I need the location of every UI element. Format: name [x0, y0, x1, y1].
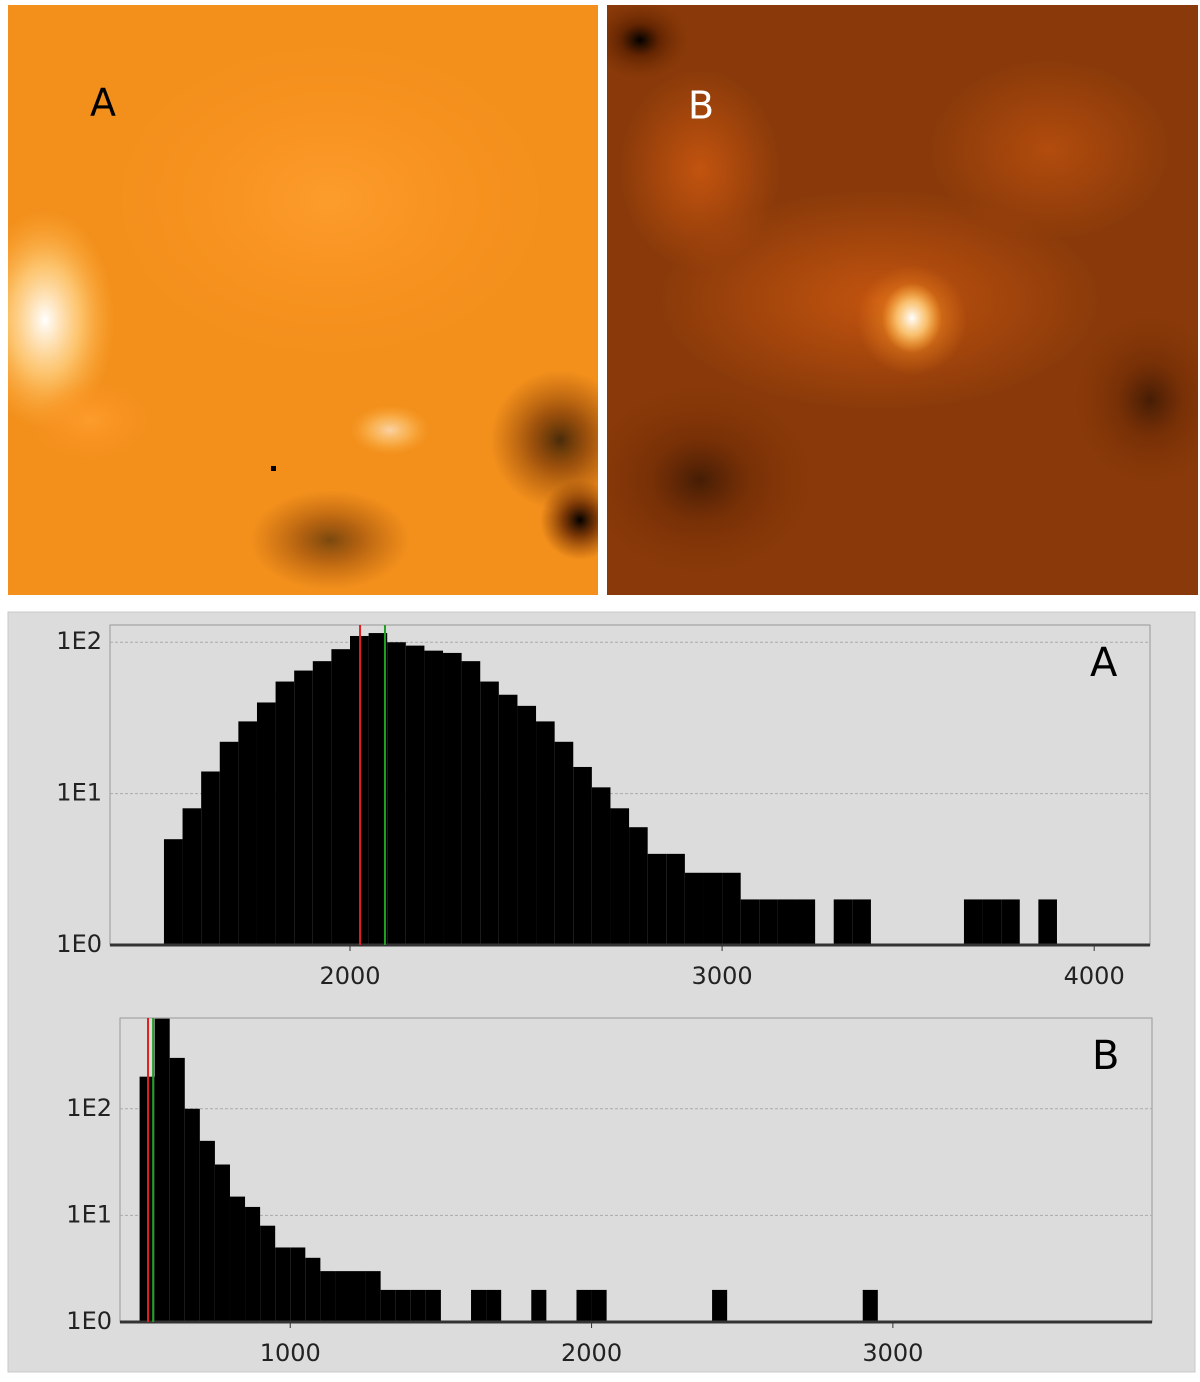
y-tick-label: 1E0: [66, 1307, 112, 1335]
bar: [796, 899, 816, 945]
bar: [480, 681, 499, 945]
bar: [256, 702, 276, 945]
x-tick-label: 2000: [319, 962, 380, 990]
bar: [1038, 899, 1057, 945]
bar: [380, 1289, 396, 1322]
x-tick-label: 3000: [692, 962, 753, 990]
bar: [335, 1271, 351, 1322]
bar: [852, 899, 871, 945]
bar: [163, 839, 183, 945]
bar: [154, 1018, 170, 1322]
bar: [424, 650, 444, 945]
bar: [536, 721, 555, 945]
image-label: A: [90, 81, 116, 125]
bar: [184, 1108, 200, 1322]
bar: [573, 766, 592, 945]
y-tick-label: 1E1: [56, 779, 102, 807]
bar: [305, 1257, 321, 1322]
bar: [350, 1271, 366, 1322]
bar: [722, 872, 741, 945]
bar: [576, 1289, 592, 1322]
bar: [182, 808, 202, 945]
bar: [229, 1196, 246, 1322]
y-tick-label: 1E2: [56, 627, 102, 655]
bar: [368, 633, 388, 945]
bar: [740, 899, 760, 945]
bar: [214, 1164, 230, 1322]
bar: [610, 808, 630, 945]
bar: [365, 1271, 381, 1322]
bar: [777, 899, 797, 945]
image-a: A: [8, 5, 598, 595]
bar: [169, 1057, 185, 1322]
image-label: B: [688, 84, 714, 128]
bar: [517, 705, 537, 945]
bar: [703, 872, 723, 945]
bar: [331, 649, 350, 945]
x-tick-label: 3000: [862, 1339, 923, 1367]
bar: [684, 872, 704, 945]
bar: [201, 771, 220, 945]
bar: [712, 1289, 728, 1322]
bar: [387, 642, 406, 945]
y-tick-label: 1E1: [66, 1200, 112, 1228]
bar: [245, 1206, 261, 1322]
bar: [531, 1289, 547, 1322]
bar: [759, 899, 778, 945]
bar: [461, 661, 481, 945]
bar: [629, 827, 648, 945]
bar: [290, 1247, 306, 1322]
bar: [647, 853, 667, 945]
bar: [238, 721, 257, 945]
bar: [833, 899, 853, 945]
bar: [982, 899, 1002, 945]
x-tick-label: 2000: [561, 1339, 622, 1367]
bar: [443, 652, 462, 945]
bar: [862, 1289, 878, 1322]
bar: [260, 1225, 276, 1322]
y-tick-label: 1E2: [66, 1094, 112, 1122]
image-b: B: [607, 5, 1198, 595]
x-tick-label: 1000: [260, 1339, 321, 1367]
bar: [554, 741, 574, 945]
bar: [425, 1289, 441, 1322]
bar: [591, 787, 611, 945]
bar: [1001, 899, 1020, 945]
bar: [199, 1140, 215, 1322]
bar: [219, 741, 239, 945]
bar: [486, 1289, 502, 1322]
x-tick-label: 4000: [1064, 962, 1125, 990]
chart-label: A: [1090, 640, 1118, 686]
bar: [294, 670, 313, 945]
bar: [395, 1289, 411, 1322]
bar: [666, 853, 685, 945]
bar: [410, 1289, 426, 1322]
bar: [312, 661, 332, 945]
bar: [591, 1289, 607, 1322]
bar: [963, 899, 983, 945]
bar: [320, 1271, 336, 1322]
bar: [405, 645, 425, 945]
bar: [275, 681, 295, 945]
y-tick-label: 1E0: [56, 930, 102, 958]
bar: [275, 1247, 291, 1322]
bar: [498, 694, 518, 945]
chart-label: B: [1092, 1033, 1119, 1079]
bar: [471, 1289, 487, 1322]
